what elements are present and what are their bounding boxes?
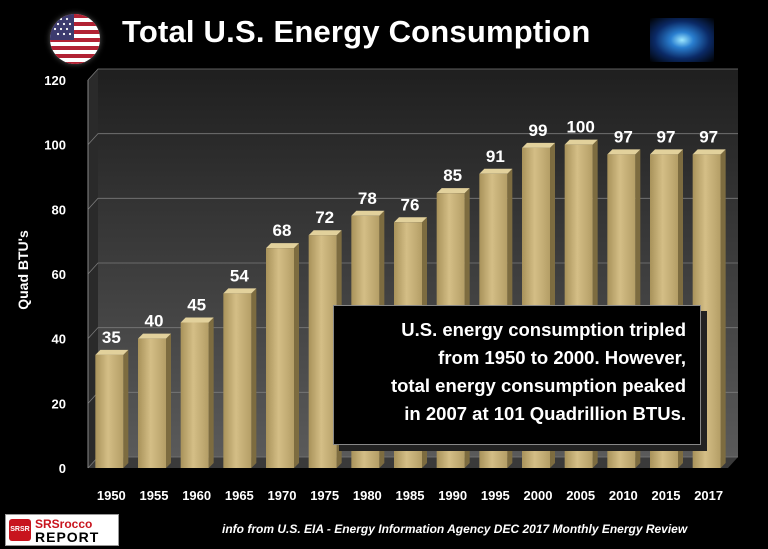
x-tick-label: 1960: [182, 488, 211, 503]
bar-top: [138, 333, 171, 339]
bar-top: [223, 288, 257, 294]
bar-side: [294, 243, 299, 468]
annotation-box: U.S. energy consumption tripled from 195…: [333, 305, 701, 445]
srsrocco-logo: SRSR SRSrocco REPORT: [5, 514, 119, 546]
x-tick-label: 1970: [268, 488, 297, 503]
bar-top: [692, 149, 726, 155]
bar-side: [208, 317, 214, 468]
data-label: 45: [187, 296, 206, 315]
bar-top: [522, 142, 555, 148]
data-label: 54: [230, 266, 249, 285]
data-label: 40: [145, 312, 164, 331]
bar-top: [436, 188, 470, 194]
source-note: info from U.S. EIA - Energy Information …: [222, 522, 688, 536]
x-tick-label: 2010: [609, 488, 638, 503]
annotation-line: in 2007 at 101 Quadrillion BTUs.: [404, 403, 686, 424]
logo-mark: SRSR: [9, 519, 31, 541]
data-label: 68: [273, 221, 292, 240]
data-label: 72: [315, 208, 334, 227]
data-label: 97: [657, 127, 676, 146]
bar-top: [394, 217, 427, 223]
bar-top: [479, 168, 513, 174]
x-tick-label: 1980: [353, 488, 382, 503]
x-tick-label: 1990: [438, 488, 467, 503]
y-tick-label: 80: [52, 202, 66, 217]
bar-side: [251, 288, 257, 468]
data-label: 91: [486, 147, 505, 166]
y-tick-label: 0: [59, 461, 66, 476]
x-tick-label: 1950: [97, 488, 126, 503]
y-tick-label: 40: [52, 332, 66, 347]
annotation-line: total energy consumption peaked: [390, 375, 686, 396]
bar: [95, 354, 124, 468]
x-tick-label: 2005: [566, 488, 595, 503]
y-tick-label: 20: [52, 396, 66, 411]
annotation-line: from 1950 to 2000. However,: [438, 347, 686, 368]
annotation-line: U.S. energy consumption tripled: [401, 319, 686, 340]
bar: [308, 235, 337, 468]
bar-top: [95, 349, 129, 355]
y-tick-label: 100: [44, 138, 66, 153]
bar-side: [123, 349, 129, 468]
bar-top: [607, 149, 641, 155]
bar-side: [720, 149, 726, 468]
y-tick-label: 120: [44, 73, 66, 88]
x-tick-label: 2017: [694, 488, 723, 503]
bar-top: [650, 149, 683, 155]
data-label: 97: [614, 127, 633, 146]
bar: [180, 322, 209, 468]
x-tick-label: 1985: [396, 488, 425, 503]
logo-line-2: REPORT: [35, 529, 100, 545]
data-label: 76: [401, 195, 420, 214]
data-label: 97: [699, 127, 718, 146]
logo-line-1: SRSrocco: [35, 517, 93, 531]
energy-graphic: [650, 18, 714, 62]
bar: [266, 248, 294, 468]
x-tick-label: 1995: [481, 488, 510, 503]
x-tick-label: 1975: [310, 488, 339, 503]
data-label: 99: [529, 121, 548, 140]
data-label: 100: [566, 118, 594, 137]
x-tick-label: 2015: [652, 488, 681, 503]
x-tick-label: 1955: [140, 488, 169, 503]
x-tick-label: 2000: [524, 488, 553, 503]
bar: [223, 293, 252, 468]
data-label: 35: [102, 328, 121, 347]
bar-top: [351, 210, 385, 216]
bar-top: [266, 243, 299, 249]
bar-top: [180, 317, 214, 323]
bar: [138, 338, 166, 468]
chart-title: Total U.S. Energy Consumption: [122, 14, 591, 49]
x-tick-label: 1965: [225, 488, 254, 503]
bar-side: [166, 333, 171, 468]
gridline: [87, 68, 738, 81]
data-label: 85: [443, 166, 462, 185]
y-tick-label: 60: [52, 267, 66, 282]
bar-top: [308, 230, 342, 236]
data-label: 78: [358, 189, 377, 208]
bar-top: [564, 139, 598, 145]
gridline: [87, 133, 738, 145]
